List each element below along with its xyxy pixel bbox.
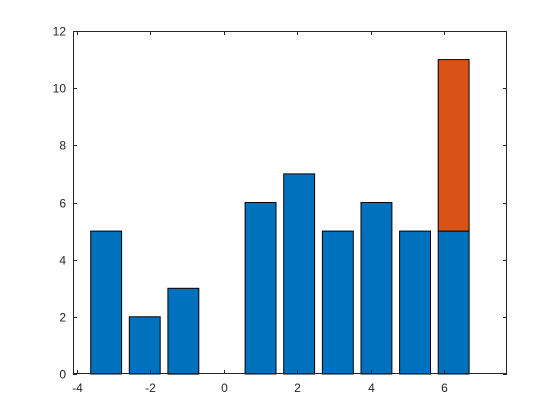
bar-series2-9 [437, 59, 470, 232]
y-tick-label: 10 [53, 82, 67, 96]
bar-series1-1 [128, 316, 161, 375]
bar-series1-2 [167, 287, 200, 375]
y-tick-label: 0 [59, 368, 66, 382]
x-tick-label: 6 [441, 381, 448, 395]
x-tick-label: 4 [368, 381, 375, 395]
x-tick-label: 0 [221, 381, 228, 395]
axes-box [73, 31, 507, 374]
y-tick-label: 6 [59, 197, 66, 211]
bar-series1-9 [437, 230, 470, 375]
bars-group [90, 59, 470, 375]
y-tick-label: 4 [59, 254, 66, 268]
y-tick-label: 8 [59, 139, 66, 153]
axes-group: -4 -2 0 2 4 6 0 2 4 6 8 10 12 [53, 25, 507, 395]
bar-series1-8 [399, 230, 432, 375]
bar-series1-4 [244, 202, 277, 375]
y-tick-label: 2 [59, 311, 66, 325]
x-tick-label: 2 [294, 381, 301, 395]
bar-series1-0 [90, 230, 123, 375]
bar-series1-5 [283, 173, 316, 375]
y-tick-label: 12 [53, 25, 67, 39]
bar-series1-7 [360, 202, 393, 375]
bar-series1-6 [321, 230, 354, 375]
x-tick-label: -4 [72, 381, 83, 395]
x-tick-label: -2 [145, 381, 156, 395]
